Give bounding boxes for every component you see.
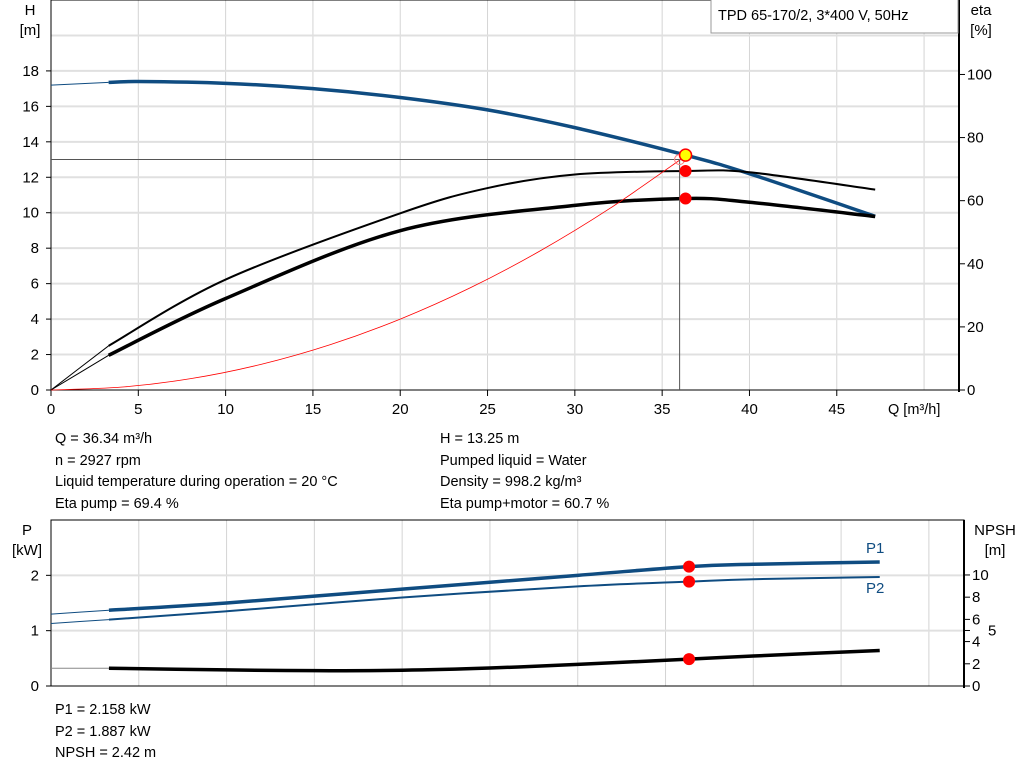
y-tick-label: 1 (31, 623, 39, 640)
plot-frame (50, 0, 960, 391)
y-tick-label: 2 (31, 567, 39, 584)
x-tick-label: 25 (479, 401, 496, 418)
temperature-readout: Liquid temperature during operation = 20… (55, 474, 338, 491)
p-axis-label: P (22, 522, 32, 539)
p1-curve (108, 560, 880, 612)
duty-point-marker (678, 148, 693, 162)
p2-curve (108, 575, 880, 621)
x-tick-label: 5 (134, 401, 142, 418)
head-readout: H = 13.25 m (440, 431, 520, 447)
y2-tick-label: 2 (972, 656, 980, 673)
chart-title: TPD 65-170/2, 3*400 V, 50Hz (718, 8, 909, 24)
npsh-axis-label: [m] (985, 542, 1006, 559)
y-tick-label: 16 (22, 98, 39, 115)
y2-tick-label: 60 (967, 193, 984, 210)
y2-tick-label: 6 (972, 611, 980, 628)
x-tick-label: 35 (654, 401, 671, 418)
y-axis-label: H (25, 2, 36, 19)
info-right: H = 13.25 m Pumped liquid = Water Densit… (440, 429, 609, 516)
y-tick-label: 4 (31, 311, 39, 328)
system-curve (50, 155, 686, 391)
x-tick-label: 40 (741, 401, 758, 418)
eta-pump-motor-curve-extension (50, 354, 109, 391)
y2-tick-label: 20 (967, 319, 984, 336)
x-tick-label: 45 (828, 401, 845, 418)
flow-readout: Q = 36.34 m³/h (55, 431, 153, 447)
y-axis-label: [m] (20, 22, 41, 39)
legend-box (710, 0, 959, 34)
eta-pump-motor-readout: Eta pump+motor = 60.7 % (440, 496, 610, 513)
y2-axis-label: [%] (970, 22, 992, 39)
p1-curve-extension (50, 609, 109, 615)
npsh-readout: NPSH = 2.42 m (55, 745, 157, 762)
y-tick-label: 14 (22, 134, 39, 151)
density-readout: Density = 998.2 kg/m³ (440, 474, 582, 491)
plot-frame (50, 519, 965, 687)
eta-pump-motor-point-marker (679, 192, 692, 205)
y2-tick-label: 10 (972, 567, 989, 584)
info-left: Q = 36.34 m³/h n = 2927 rpm Liquid tempe… (55, 429, 338, 516)
p1-readout: P1 = 2.158 kW (55, 702, 151, 718)
x-axis-label: Q [m³/h] (888, 402, 940, 418)
liquid-readout: Pumped liquid = Water (440, 452, 587, 469)
x-tick-label: 10 (217, 401, 234, 418)
y-tick-label: 12 (22, 169, 39, 186)
info-bottom: P1 = 2.158 kW P2 = 1.887 kW NPSH = 2.42 … (55, 700, 156, 765)
npsh-curve (108, 648, 880, 673)
x-tick-label: 30 (567, 401, 584, 418)
eta-pump-curve (108, 169, 876, 347)
x-tick-label: 0 (47, 401, 55, 418)
x-tick-label: 20 (392, 401, 409, 418)
y-tick-label: 8 (31, 240, 39, 257)
y-tick-label: 0 (31, 382, 39, 399)
h-curve-extension (50, 81, 109, 86)
y-tick-label: 2 (31, 347, 39, 364)
p1-series-label: P1 (866, 540, 884, 557)
eta-pump-motor-curve (107, 196, 876, 357)
y-tick-label: 6 (31, 276, 39, 293)
p2-curve-extension (50, 619, 109, 624)
p2-point-marker (683, 575, 696, 588)
eta-pump-curve-extension (50, 345, 109, 391)
p2-readout: P2 = 1.887 kW (55, 723, 151, 740)
y2-tick-label: 0 (967, 382, 975, 399)
y-tick-label: 0 (31, 678, 39, 695)
p1-point-marker (683, 560, 696, 573)
h-curve (108, 79, 876, 218)
y2-tick-label: 0 (972, 678, 980, 695)
y-tick-label: 18 (22, 63, 39, 80)
y2-tick-label: 100 (967, 66, 992, 83)
npsh-axis-label: NPSH (974, 522, 1016, 539)
y-tick-label: 10 (22, 205, 39, 222)
eta-pump-readout: Eta pump = 69.4 % (55, 496, 179, 513)
y2-tick-label: 40 (967, 256, 984, 273)
p-axis-label: [kW] (12, 542, 42, 559)
y2-axis-label: eta (971, 2, 993, 19)
npsh-point-marker (683, 653, 696, 666)
y2-tick-label: 80 (967, 130, 984, 147)
y2-tick-label: 4 (972, 634, 980, 651)
y2-tick-label: 5 (988, 622, 996, 639)
p2-series-label: P2 (866, 580, 884, 597)
speed-readout: n = 2927 rpm (55, 452, 141, 469)
y2-tick-label: 8 (972, 589, 980, 606)
x-tick-label: 15 (305, 401, 322, 418)
eta-pump-point-marker (679, 165, 692, 178)
